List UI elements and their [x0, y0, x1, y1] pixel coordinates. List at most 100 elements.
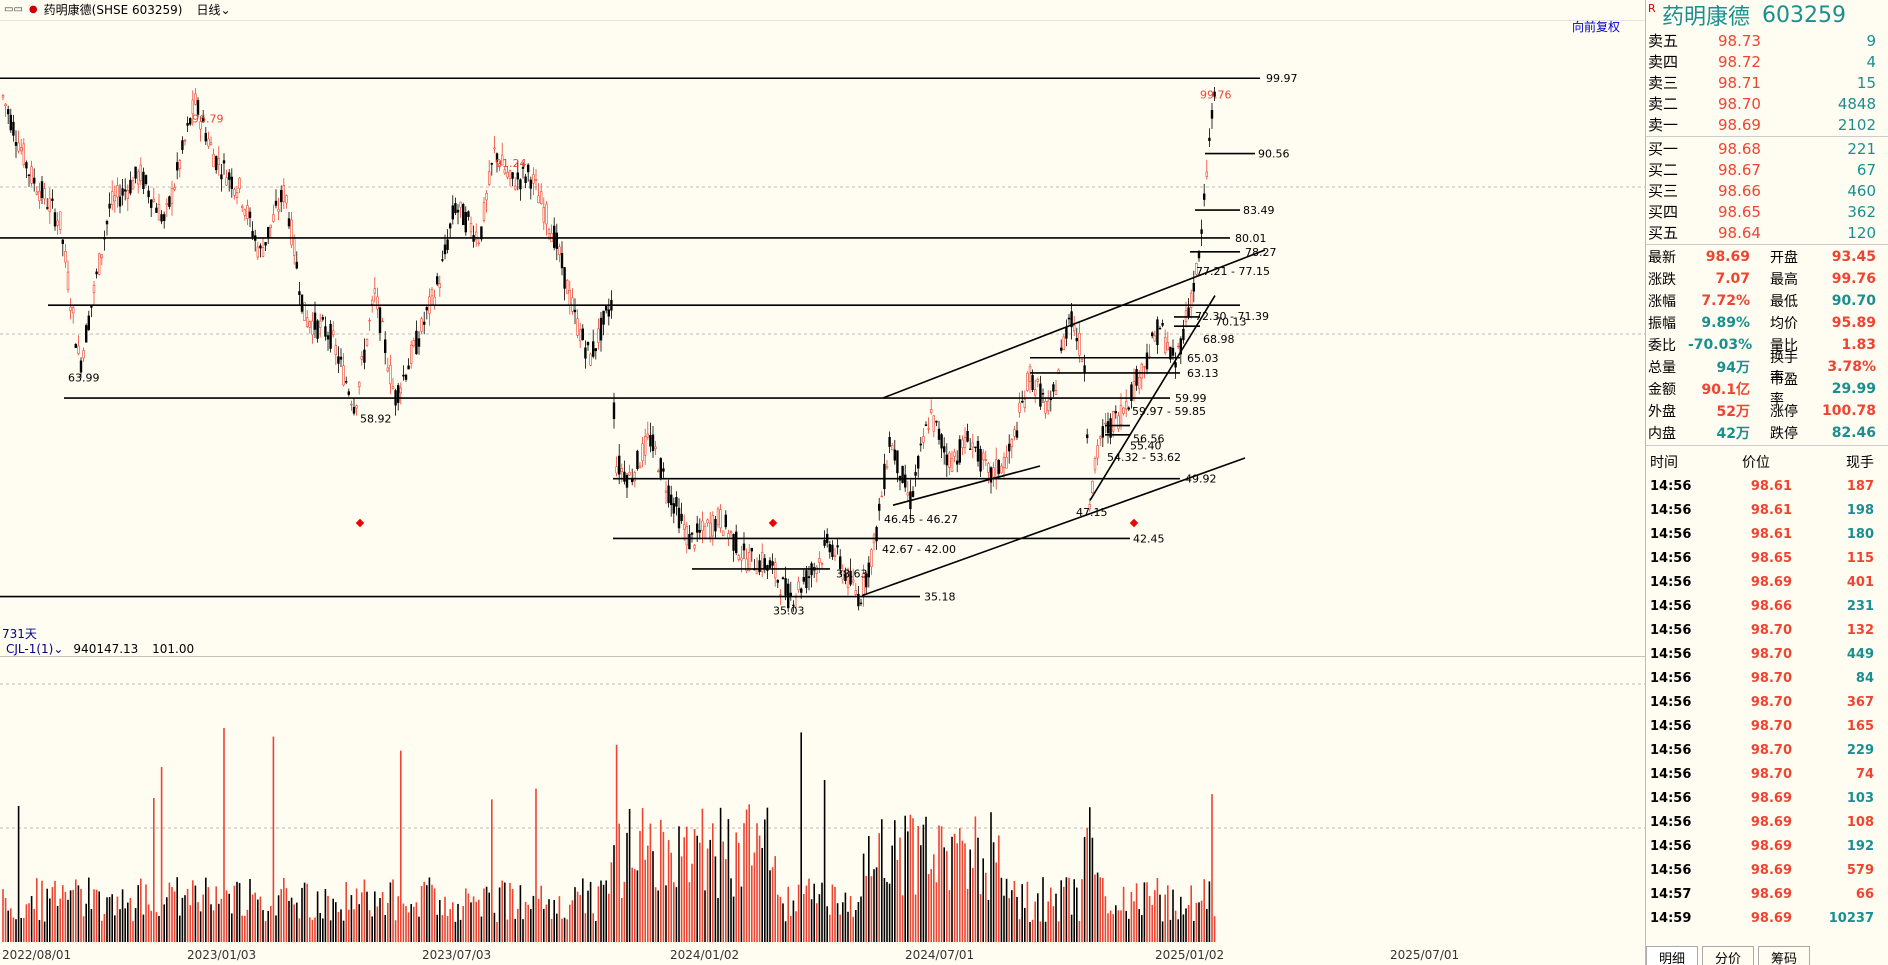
bid-row[interactable]: 买一 98.68 221 — [1646, 138, 1888, 159]
ask-row[interactable]: 卖二 98.70 4848 — [1646, 93, 1888, 114]
candle-body — [248, 211, 252, 218]
volume-bar — [36, 878, 38, 942]
tick-list[interactable]: 14:56 98.61 187 14:56 98.61 198 14:56 98.61 180 1… — [1646, 474, 1888, 930]
candle-body — [259, 245, 262, 249]
volume-bar — [257, 899, 259, 942]
candle-body — [1044, 400, 1047, 414]
candle-body — [207, 138, 210, 147]
stat-key: 总量 — [1648, 360, 1676, 376]
tick-row[interactable]: 14:57 98.69 66 — [1646, 882, 1888, 906]
tick-row[interactable]: 14:56 98.65 115 — [1646, 546, 1888, 570]
volume-bar — [899, 837, 901, 942]
ask-row[interactable]: 卖三 98.71 15 — [1646, 72, 1888, 93]
candle-body — [719, 509, 722, 529]
volume-bar — [535, 788, 537, 942]
volume-bar — [881, 819, 883, 942]
candle-body — [880, 495, 884, 498]
tick-row[interactable]: 14:56 98.70 165 — [1646, 714, 1888, 738]
candlestick-chart[interactable]: 99.97 90.56 83.49 80.01 78.27 65.03 63.13 59.99… — [0, 20, 1645, 640]
ask-price: 98.73 — [1718, 31, 1761, 50]
volume-bar — [660, 819, 662, 942]
tick-row[interactable]: 14:56 98.70 74 — [1646, 762, 1888, 786]
stat-key: 委比 — [1648, 338, 1676, 354]
tick-row[interactable]: 14:56 98.66 231 — [1646, 594, 1888, 618]
candle-body — [69, 306, 72, 311]
candle-body — [22, 143, 25, 166]
tick-row[interactable]: 14:56 98.61 187 — [1646, 474, 1888, 498]
tick-row[interactable]: 14:56 98.69 579 — [1646, 858, 1888, 882]
tick-row[interactable]: 14:56 98.61 198 — [1646, 498, 1888, 522]
tab-details[interactable]: 明细 — [1646, 946, 1699, 965]
volume-bar — [311, 919, 314, 942]
candle-body — [864, 573, 868, 588]
tab-price-breakdown[interactable]: 分价 — [1702, 946, 1755, 965]
volume-bar — [319, 913, 321, 942]
bid-row[interactable]: 买四 98.65 362 — [1646, 201, 1888, 222]
volume-bar — [431, 884, 433, 942]
volume-bar — [103, 913, 106, 942]
tick-row[interactable]: 14:56 98.61 180 — [1646, 522, 1888, 546]
ask-row[interactable]: 卖四 98.72 4 — [1646, 51, 1888, 72]
candle-body — [108, 203, 111, 209]
stat-row: 最新 98.69 开盘 93.45 — [1646, 246, 1888, 268]
volume-chart[interactable] — [0, 655, 1645, 946]
indicator-value-2: 101.00 — [152, 642, 195, 656]
candle-body — [1028, 366, 1032, 383]
tick-row[interactable]: 14:56 98.69 108 — [1646, 810, 1888, 834]
candle-body — [1023, 399, 1027, 408]
tick-row[interactable]: 14:56 98.69 103 — [1646, 786, 1888, 810]
candle-body — [781, 577, 785, 580]
candle-body — [152, 198, 155, 202]
volume-bar — [1018, 919, 1021, 942]
line-value-label: 49.92 — [1185, 473, 1217, 486]
bid-row[interactable]: 买三 98.66 460 — [1646, 180, 1888, 201]
ask-row[interactable]: 卖一 98.69 2102 — [1646, 114, 1888, 135]
bid-row[interactable]: 买五 98.64 120 — [1646, 222, 1888, 243]
candle-body — [698, 529, 702, 533]
tick-row[interactable]: 14:59 98.69 10237 — [1646, 906, 1888, 930]
tick-row[interactable]: 14:56 98.69 401 — [1646, 570, 1888, 594]
candle-body — [994, 459, 998, 480]
volume-bar — [608, 893, 610, 942]
tab-chips[interactable]: 筹码 — [1758, 946, 1811, 965]
candle-body — [246, 205, 249, 219]
bid-row[interactable]: 买二 98.67 67 — [1646, 159, 1888, 180]
volume-bar — [740, 886, 743, 942]
volume-bar — [290, 897, 293, 942]
volume-bar — [907, 831, 909, 942]
candle-body — [586, 341, 590, 346]
volume-bar — [478, 899, 480, 942]
tick-row[interactable]: 14:56 98.70 84 — [1646, 666, 1888, 690]
volume-bar — [1161, 921, 1164, 942]
candle-body — [1060, 347, 1063, 351]
candle-body — [693, 545, 696, 549]
tick-row[interactable]: 14:56 98.70 229 — [1646, 738, 1888, 762]
volume-bar — [1120, 910, 1122, 942]
tick-row[interactable]: 14:56 98.70 449 — [1646, 642, 1888, 666]
candle-body — [1122, 407, 1125, 414]
drawn-line — [1089, 295, 1216, 501]
tick-row[interactable]: 14:56 98.70 132 — [1646, 618, 1888, 642]
tick-qty: 192 — [1846, 838, 1874, 854]
restore-rights-button[interactable]: 向前复权 — [1572, 20, 1621, 34]
volume-bar — [59, 898, 61, 942]
volume-bar — [114, 915, 116, 942]
period-selector[interactable]: 日线⌄ — [196, 1, 230, 18]
security-title[interactable]: 药明康德(SHSE 603259) — [43, 2, 183, 17]
line-value-label: 90.56 — [1258, 148, 1290, 161]
candle-body — [72, 307, 75, 314]
volume-bar — [207, 887, 210, 942]
ask-label: 卖四 — [1648, 53, 1679, 71]
volume-bar — [764, 819, 766, 942]
candle-body — [129, 179, 132, 194]
volume-bar — [982, 858, 984, 942]
indicator-label[interactable]: CJL-1(1)⌄ 940147.13 101.00 — [6, 642, 194, 656]
ask-row[interactable]: 卖五 98.73 9 — [1646, 30, 1888, 51]
tick-row[interactable]: 14:56 98.70 367 — [1646, 690, 1888, 714]
volume-bar — [1005, 878, 1008, 942]
candle-body — [1190, 292, 1193, 308]
candle-body — [1067, 317, 1071, 320]
window-layout-icon[interactable]: ▭▭ — [4, 3, 23, 15]
tick-row[interactable]: 14:56 98.69 192 — [1646, 834, 1888, 858]
candle-body — [79, 360, 83, 373]
